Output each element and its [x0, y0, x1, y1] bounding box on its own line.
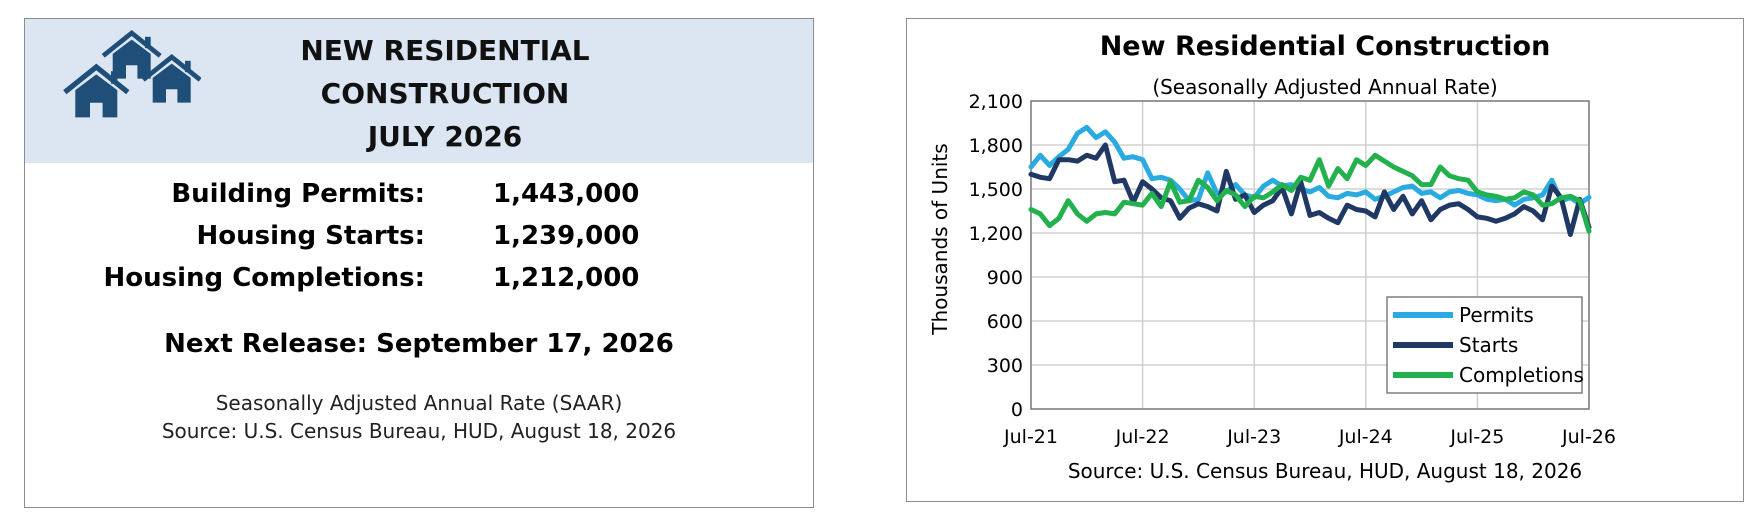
release-summary-panel: NEW RESIDENTIAL CONSTRUCTION JULY 2026 B… [24, 18, 814, 508]
stat-row-completions: Housing Completions: 1,212,000 [25, 263, 813, 303]
y-tick-label: 1,200 [969, 223, 1023, 245]
houses-icon [63, 29, 201, 118]
line-chart: 0 300 600 900 1,200 1,500 1,800 2,100 Jul-21 Jul-… [969, 91, 1616, 448]
x-tick-label: Jul-22 [1115, 426, 1170, 448]
source-note: Source: U.S. Census Bureau, HUD, August … [161, 419, 677, 443]
y-tick-label: 1,800 [969, 135, 1023, 157]
series-line-permits [1028, 124, 1592, 208]
header-banner: NEW RESIDENTIAL CONSTRUCTION JULY 2026 [25, 19, 813, 163]
chart-source: Source: U.S. Census Bureau, HUD, August … [1067, 459, 1583, 483]
stat-value: 1,239,000 [493, 221, 640, 251]
x-tick-label: Jul-24 [1338, 426, 1393, 448]
chart-panel: New Residential Construction (Seasonally… [906, 18, 1744, 502]
plot-border [1030, 100, 1590, 410]
x-tick-label: Jul-23 [1226, 426, 1281, 448]
y-tick-label: 0 [1011, 399, 1023, 421]
y-tick-label: 300 [987, 355, 1023, 377]
headline-line: NEW RESIDENTIAL [300, 34, 590, 67]
chart-title: New Residential Construction [1099, 31, 1551, 62]
x-tick-label: Jul-21 [1003, 426, 1058, 448]
headline-line: CONSTRUCTION [320, 77, 570, 110]
stat-row-starts: Housing Starts: 1,239,000 [25, 221, 813, 261]
y-tick-label: 1,500 [969, 179, 1023, 201]
y-tick-label: 900 [987, 267, 1023, 289]
y-tick-label: 2,100 [969, 91, 1023, 113]
x-tick-label: Jul-25 [1449, 426, 1504, 448]
headline-line: JULY 2026 [367, 120, 523, 153]
series-line-starts [1028, 142, 1592, 237]
saar-note: Seasonally Adjusted Annual Rate (SAAR) [215, 391, 623, 415]
release-headline: NEW RESIDENTIAL CONSTRUCTION JULY 2026 [225, 29, 665, 158]
legend-label: Starts [1459, 333, 1518, 357]
legend-label: Permits [1459, 303, 1534, 327]
stat-value: 1,212,000 [493, 263, 640, 293]
legend-label: Completions [1459, 363, 1584, 387]
stat-label: Housing Completions: [103, 263, 425, 293]
chart-subtitle: (Seasonally Adjusted Annual Rate) [1152, 75, 1498, 99]
stat-value: 1,443,000 [493, 179, 640, 209]
stat-row-permits: Building Permits: 1,443,000 [25, 179, 813, 219]
stat-label: Housing Starts: [196, 221, 425, 251]
next-release-date: Next Release: September 17, 2026 [164, 329, 674, 359]
y-tick-label: 600 [987, 311, 1023, 333]
stat-label: Building Permits: [171, 179, 425, 209]
x-tick-label: Jul-26 [1561, 426, 1616, 448]
series-line-completions [1028, 152, 1592, 234]
